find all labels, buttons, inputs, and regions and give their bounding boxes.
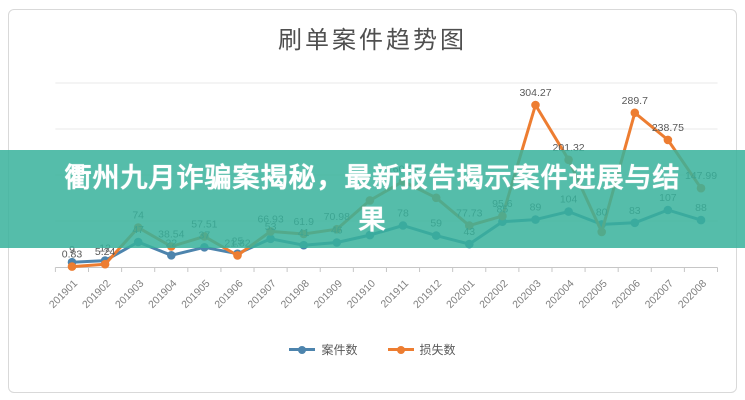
x-axis-label: 201902: [80, 278, 113, 311]
data-point: [100, 259, 110, 269]
legend-line-dot-marker: [387, 345, 414, 354]
legend: 案件数 损失数: [0, 341, 745, 358]
x-axis-label: 201904: [146, 278, 179, 311]
headline-text-line: 果: [358, 205, 387, 235]
legend-line-dot-marker: [289, 345, 316, 354]
data-label: 289.7: [622, 95, 648, 107]
legend-item-0: 案件数: [289, 341, 358, 358]
legend-marker-dot: [396, 345, 405, 354]
x-axis-label: 202002: [477, 278, 510, 311]
data-point: [233, 251, 242, 260]
x-axis-label: 201903: [113, 278, 146, 311]
data-label: 12: [99, 243, 111, 255]
x-axis-label: 201911: [378, 278, 411, 311]
x-axis-label: 201908: [279, 278, 312, 311]
x-axis-label: 202001: [444, 278, 477, 311]
x-axis-label: 202008: [676, 278, 709, 311]
legend-label: 案件数: [321, 343, 358, 357]
data-point: [167, 251, 176, 260]
chart-title: 刷单案件趋势图: [278, 27, 467, 54]
data-label: 9: [69, 244, 75, 256]
x-axis-label: 201910: [345, 278, 378, 311]
x-axis-label: 201906: [212, 278, 245, 311]
legend-label: 损失数: [419, 343, 456, 357]
x-axis-label: 201912: [411, 278, 444, 311]
x-axis-label: 201901: [47, 278, 80, 311]
legend-marker-dot: [298, 345, 307, 354]
data-point: [531, 100, 540, 110]
data-label: 0.83: [62, 249, 83, 261]
x-axis-label: 202004: [543, 278, 576, 311]
headline-text-line: 衢州九月诈骗案揭秘，最新报告揭示案件进展与结: [64, 163, 681, 193]
x-axis-label: 201909: [312, 278, 345, 311]
data-label: 238.75: [652, 122, 684, 134]
x-axis-label: 202005: [577, 278, 610, 311]
data-point: [67, 262, 77, 271]
x-axis-label: 202003: [510, 278, 543, 311]
data-point: [663, 135, 673, 145]
x-axis-label: 201907: [245, 278, 278, 311]
data-point: [630, 108, 640, 118]
data-label: 5.24: [95, 246, 116, 258]
x-axis-label: 201905: [179, 278, 212, 311]
headline-banner: 衢州九月诈骗案揭秘，最新报告揭示案件进展与结果: [0, 150, 745, 248]
data-label: 304.27: [519, 87, 551, 99]
legend-item-1: 损失数: [387, 341, 456, 358]
x-axis-label: 202006: [610, 278, 643, 311]
x-axis-label: 202007: [643, 278, 676, 311]
